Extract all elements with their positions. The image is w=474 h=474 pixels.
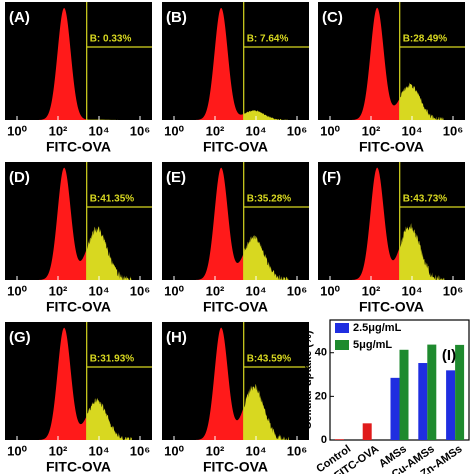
x-tick-label: 10⁴ — [402, 123, 423, 138]
bar — [455, 345, 464, 440]
x-tick-label: 10⁰ — [164, 123, 184, 138]
legend-label: 2.5μg/mL — [353, 322, 402, 334]
x-tick-label: 10⁴ — [89, 123, 110, 138]
panel: B:43.73% (F) 10⁰ 10² 10⁴ 10⁶ FITC-OVA — [318, 162, 465, 315]
x-tick-label: 10⁰ — [7, 283, 27, 298]
panel-label: (C) — [322, 9, 343, 26]
bar — [391, 378, 400, 440]
x-axis-label: FITC-OVA — [46, 139, 111, 155]
x-axis-label: FITC-OVA — [203, 139, 268, 155]
x-axis-label: FITC-OVA — [359, 139, 424, 155]
panel: B:28.49% (C) 10⁰ 10² 10⁴ 10⁶ FITC-OVA — [318, 2, 465, 155]
bar — [363, 423, 372, 440]
panel: B:43.59% (H) 10⁰ 10² 10⁴ 10⁶ FITC-OVA — [162, 322, 309, 474]
panel-label: (E) — [166, 169, 186, 186]
gate-label: B:35.28% — [247, 194, 292, 205]
x-tick-label: 10² — [49, 283, 68, 298]
x-axis-label: FITC-OVA — [203, 299, 268, 315]
panel-label: (I) — [442, 347, 456, 364]
x-tick-label: 10⁶ — [287, 443, 307, 458]
x-tick-label: 10² — [362, 123, 381, 138]
panel-label: (F) — [322, 169, 341, 186]
bar — [446, 370, 455, 440]
x-tick-label: 10⁴ — [246, 123, 267, 138]
y-tick-label: 20 — [315, 390, 327, 402]
y-tick-label: 40 — [315, 347, 327, 359]
x-tick-label: 10² — [206, 443, 225, 458]
legend-swatch — [335, 323, 349, 333]
legend-swatch — [335, 340, 349, 350]
panel: B: 7.64% (B) 10⁰ 10² 10⁴ 10⁶ FITC-OVA — [162, 2, 309, 155]
x-tick-label: 10² — [362, 283, 381, 298]
x-tick-label: 10⁴ — [402, 283, 423, 298]
panel: B:41.35% (D) 10⁰ 10² 10⁴ 10⁶ FITC-OVA — [5, 162, 152, 315]
x-axis-label: FITC-OVA — [46, 459, 111, 474]
x-tick-label: 10⁰ — [164, 443, 184, 458]
panel-label: (A) — [9, 9, 30, 26]
x-tick-label: 10² — [206, 123, 225, 138]
x-tick-label: 10² — [49, 123, 68, 138]
x-axis-label: FITC-OVA — [46, 299, 111, 315]
x-tick-label: 10⁰ — [164, 283, 184, 298]
panel-label: (D) — [9, 169, 30, 186]
panel: 02040Cellular uptake (%)ControlFITC-OVAA… — [302, 320, 469, 474]
x-tick-label: 10⁶ — [287, 123, 307, 138]
gate-label: B:31.93% — [90, 354, 135, 365]
bar — [418, 363, 427, 440]
bar — [400, 350, 409, 440]
x-tick-label: 10⁶ — [443, 123, 463, 138]
gate-label: B:28.49% — [403, 34, 448, 45]
x-tick-label: 10² — [49, 443, 68, 458]
x-tick-label: 10⁰ — [7, 443, 27, 458]
x-tick-label: 10⁶ — [443, 283, 463, 298]
panel: B:31.93% (G) 10⁰ 10² 10⁴ 10⁶ FITC-OVA — [5, 322, 152, 474]
panel-label: (G) — [9, 329, 31, 346]
panel: B: 0.33% (A) 10⁰ 10² 10⁴ 10⁶ FITC-OVA — [5, 2, 152, 155]
panel-label: (B) — [166, 9, 187, 26]
x-tick-label: 10⁴ — [89, 443, 110, 458]
panel-label: (H) — [166, 329, 187, 346]
x-axis-label: FITC-OVA — [359, 299, 424, 315]
x-tick-label: 10⁰ — [320, 123, 340, 138]
x-tick-label: 10⁴ — [89, 283, 110, 298]
panel: B:35.28% (E) 10⁰ 10² 10⁴ 10⁶ FITC-OVA — [162, 162, 309, 315]
gate-label: B:43.59% — [247, 354, 292, 365]
x-tick-label: 10⁰ — [7, 123, 27, 138]
x-tick-label: 10² — [206, 283, 225, 298]
x-tick-label: 10⁶ — [130, 283, 150, 298]
x-tick-label: 10⁴ — [246, 443, 267, 458]
y-tick-label: 0 — [321, 434, 327, 446]
x-axis-label: FITC-OVA — [203, 459, 268, 474]
gate-label: B:41.35% — [90, 194, 135, 205]
gate-label: B:43.73% — [403, 194, 448, 205]
x-tick-label: 10⁰ — [320, 283, 340, 298]
legend-label: 5μg/mL — [353, 339, 392, 351]
x-tick-label: 10⁶ — [287, 283, 307, 298]
gate-label: B: 7.64% — [247, 34, 289, 45]
gate-label: B: 0.33% — [90, 34, 132, 45]
x-tick-label: 10⁶ — [130, 123, 150, 138]
y-axis-label: Cellular uptake (%) — [302, 330, 314, 429]
x-tick-label: 10⁶ — [130, 443, 150, 458]
bar — [335, 439, 344, 440]
x-tick-label: 10⁴ — [246, 283, 267, 298]
bar — [427, 345, 436, 440]
